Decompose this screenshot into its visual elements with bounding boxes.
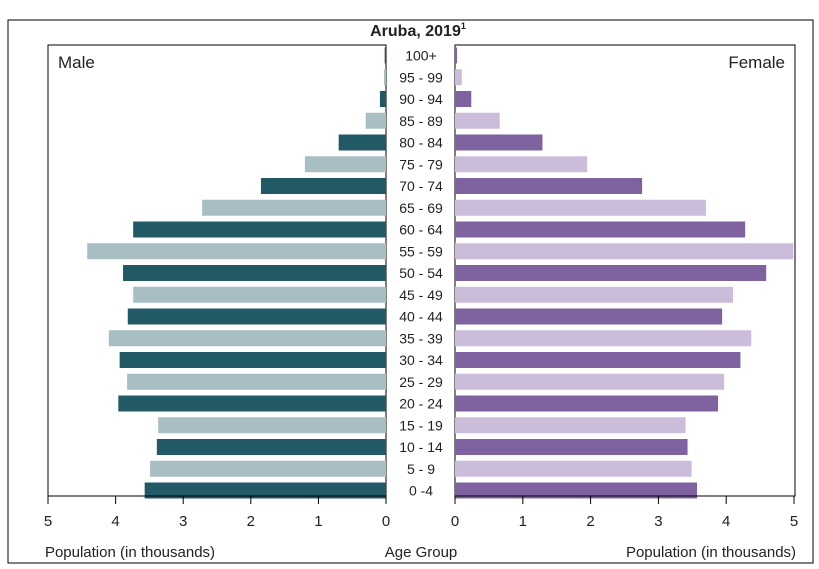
male-tick-label: 5 bbox=[44, 513, 52, 530]
female-bar bbox=[455, 112, 500, 129]
age-group-label: 5 - 9 bbox=[407, 461, 435, 477]
male-tick-label: 1 bbox=[314, 513, 322, 530]
chart-frame bbox=[7, 19, 814, 564]
female-bar bbox=[455, 178, 643, 194]
male-bar bbox=[379, 91, 386, 107]
age-group-label: 15 - 19 bbox=[399, 417, 443, 433]
male-bar bbox=[158, 417, 386, 434]
female-bar bbox=[455, 199, 706, 216]
age-group-label: 50 - 54 bbox=[399, 265, 443, 281]
age-group-label: 40 - 44 bbox=[399, 309, 443, 325]
male-bar bbox=[118, 395, 386, 412]
male-bar bbox=[119, 352, 386, 368]
female-bar bbox=[455, 373, 725, 390]
age-group-label: 55 - 59 bbox=[399, 243, 443, 259]
age-group-label: 90 - 94 bbox=[399, 91, 443, 107]
female-bar bbox=[455, 330, 752, 347]
male-bar bbox=[338, 134, 386, 151]
female-bar bbox=[455, 221, 746, 238]
female-bar bbox=[455, 286, 733, 303]
male-bar bbox=[133, 286, 386, 303]
male-bar bbox=[87, 243, 386, 260]
age-group-label: 70 - 74 bbox=[399, 178, 443, 194]
female-bar bbox=[455, 134, 543, 151]
male-bar bbox=[123, 265, 386, 281]
female-tick-label: 0 bbox=[451, 513, 459, 530]
female-tick-label: 4 bbox=[722, 513, 730, 530]
x-axis-label-right: Population (in thousands) bbox=[626, 544, 796, 561]
male-bar bbox=[304, 156, 386, 173]
male-panel-label: Male bbox=[58, 53, 95, 72]
chart-title: Aruba, 20191 bbox=[370, 21, 466, 40]
male-bar bbox=[127, 373, 386, 390]
age-group-label: 10 - 14 bbox=[399, 439, 443, 455]
female-bar bbox=[455, 482, 698, 499]
female-bar bbox=[455, 439, 688, 455]
male-bar bbox=[202, 199, 386, 216]
x-axis-label-center: Age Group bbox=[385, 544, 458, 561]
male-bar bbox=[365, 112, 386, 129]
male-bar bbox=[383, 69, 386, 86]
male-bar bbox=[260, 178, 386, 194]
male-bar bbox=[133, 221, 386, 238]
male-tick-label: 0 bbox=[382, 513, 390, 530]
female-bar bbox=[455, 243, 794, 260]
male-bar bbox=[144, 482, 386, 499]
male-bar bbox=[108, 330, 386, 347]
female-bar bbox=[455, 91, 472, 107]
female-panel-label: Female bbox=[728, 53, 785, 72]
female-bar bbox=[455, 47, 458, 64]
age-group-label: 20 - 24 bbox=[399, 396, 443, 412]
female-bar bbox=[455, 460, 692, 477]
male-bar bbox=[156, 439, 386, 455]
male-tick-label: 4 bbox=[111, 513, 119, 530]
age-group-label: 80 - 84 bbox=[399, 135, 443, 151]
female-bar bbox=[455, 417, 686, 434]
male-bar bbox=[150, 460, 386, 477]
axes-group: 5 4 3 2 1 0 0 1 2 3 4 5 bbox=[44, 495, 798, 530]
bars-group bbox=[87, 47, 794, 499]
age-group-label: 25 - 29 bbox=[399, 374, 443, 390]
age-group-label: 45 - 49 bbox=[399, 287, 443, 303]
male-bar bbox=[127, 308, 386, 325]
male-tick-label: 3 bbox=[179, 513, 187, 530]
age-group-label: 30 - 34 bbox=[399, 352, 443, 368]
age-group-labels: 100+ 95 - 99 90 - 94 85 - 89 80 - 84 75 - 79 7… bbox=[399, 48, 443, 499]
age-group-label: 60 - 64 bbox=[399, 222, 443, 238]
female-tick-label: 1 bbox=[519, 513, 527, 530]
age-group-label: 65 - 69 bbox=[399, 200, 443, 216]
female-bar bbox=[455, 308, 723, 325]
age-group-label: 85 - 89 bbox=[399, 113, 443, 129]
female-tick-label: 3 bbox=[654, 513, 662, 530]
male-tick-label: 2 bbox=[247, 513, 255, 530]
age-group-label: 75 - 79 bbox=[399, 156, 443, 172]
male-bar bbox=[384, 47, 386, 64]
female-bar bbox=[455, 352, 741, 368]
age-group-label: 95 - 99 bbox=[399, 69, 443, 85]
female-bar bbox=[455, 156, 588, 173]
female-bar bbox=[455, 265, 767, 281]
age-group-label: 0 -4 bbox=[409, 483, 433, 499]
female-tick-label: 2 bbox=[586, 513, 594, 530]
age-group-label: 100+ bbox=[405, 48, 437, 64]
age-group-label: 35 - 39 bbox=[399, 330, 443, 346]
female-bar bbox=[455, 69, 462, 86]
female-tick-label: 5 bbox=[790, 513, 798, 530]
female-bar bbox=[455, 395, 719, 412]
x-axis-label-left: Population (in thousands) bbox=[45, 544, 215, 561]
